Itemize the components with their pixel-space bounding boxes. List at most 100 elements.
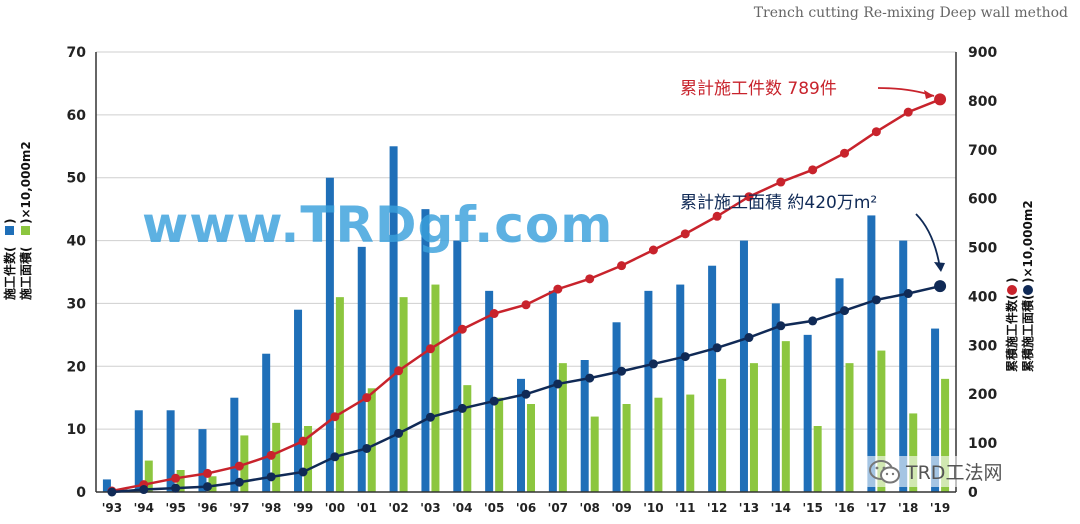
point-cumulative-area	[457, 403, 467, 413]
bar-construction-area	[813, 426, 822, 492]
point-cumulative-count	[744, 192, 754, 202]
right-tick-label: 800	[968, 94, 997, 110]
x-tick-label: '98	[261, 501, 281, 515]
point-cumulative-count	[680, 229, 690, 239]
bar-construction-area	[463, 385, 472, 492]
x-tick-label: '05	[484, 501, 504, 515]
bar-construction-count	[262, 353, 271, 492]
bar-construction-area	[335, 297, 344, 492]
x-tick-label: '14	[771, 501, 791, 515]
x-tick-label: '04	[452, 501, 472, 515]
bar-construction-count	[230, 397, 239, 492]
x-tick-label: '95	[165, 501, 185, 515]
point-cumulative-count	[489, 309, 499, 319]
x-tick-label: '93	[102, 501, 122, 515]
point-cumulative-area	[680, 352, 690, 362]
bar-construction-count	[931, 328, 940, 492]
wechat-logo: TRD工法网	[864, 456, 1007, 487]
left-axis-title: 施工件数() 施工面積()×10,000m2	[2, 141, 33, 300]
bar-construction-count	[325, 177, 334, 492]
point-cumulative-area	[776, 321, 786, 331]
bar-construction-count	[102, 479, 111, 492]
bar-construction-area	[558, 363, 567, 492]
right-tick-label: 900	[968, 45, 997, 61]
x-tick-label: '15	[802, 501, 822, 515]
x-tick-label: '97	[229, 501, 249, 515]
x-tick-label: '16	[834, 501, 854, 515]
point-cumulative-area	[840, 306, 850, 316]
right-tick-label: 0	[968, 485, 978, 501]
bar-construction-area	[909, 413, 918, 492]
right-axis-title-line1: 累積施工件数(	[1004, 295, 1019, 373]
x-tick-label: '19	[930, 501, 950, 515]
right-tick-label: 300	[968, 338, 997, 354]
legend-swatch-area	[21, 226, 30, 235]
bar-construction-count	[166, 410, 175, 492]
x-tick-label: '11	[675, 501, 695, 515]
point-cumulative-area	[585, 373, 595, 383]
annotation-cumulative-area: 累計施工面積 約420万m²	[680, 193, 877, 213]
right-tick-label: 200	[968, 387, 997, 403]
watermark: www.TRDgf.com	[142, 196, 614, 254]
left-axis-title-line2: 施工面積(	[18, 247, 33, 301]
left-tick-label: 30	[67, 296, 87, 312]
point-cumulative-area	[744, 333, 754, 343]
point-cumulative-area	[903, 289, 913, 299]
point-cumulative-count	[234, 461, 244, 471]
x-tick-label: '13	[739, 501, 759, 515]
point-cumulative-count	[457, 324, 467, 334]
point-cumulative-count	[330, 412, 340, 422]
point-cumulative-area	[139, 485, 149, 495]
bar-construction-count	[580, 360, 589, 492]
bar-construction-area	[176, 470, 185, 492]
point-cumulative-area	[234, 477, 244, 487]
point-cumulative-area	[489, 396, 499, 406]
right-tick-label: 600	[968, 192, 997, 208]
point-cumulative-count	[776, 177, 786, 187]
bar-construction-area	[590, 416, 599, 492]
point-cumulative-count	[171, 473, 181, 483]
bar-construction-area	[495, 397, 504, 492]
left-axis-title-line1-end: )	[3, 219, 17, 224]
annotation-arrowhead-count	[924, 90, 934, 99]
x-tick-label: '08	[580, 501, 600, 515]
point-cumulative-area	[330, 452, 340, 462]
point-cumulative-area	[171, 483, 181, 493]
bar-construction-area	[622, 404, 631, 492]
right-tick-label: 100	[968, 436, 997, 452]
x-tick-label: '99	[293, 501, 313, 515]
right-tick-label: 500	[968, 241, 997, 257]
bar-construction-count	[517, 378, 525, 492]
point-cumulative-area	[362, 443, 372, 453]
point-cumulative-count	[394, 366, 404, 376]
point-cumulative-count	[712, 211, 722, 221]
point-cumulative-area	[425, 412, 435, 422]
x-tick-label: '18	[898, 501, 918, 515]
bar-construction-count	[644, 290, 653, 492]
left-tick-label: 50	[67, 171, 87, 187]
legend-dot-area	[1023, 285, 1033, 295]
bar-construction-count	[198, 429, 207, 492]
bar-construction-area	[941, 378, 950, 492]
annotation-cumulative-count: 累計施工件数 789件	[680, 79, 837, 99]
bar-construction-count	[803, 334, 812, 492]
right-axis-title: 累積施工件数() 累積施工面積()×10,000m2	[1004, 200, 1035, 372]
annotation-arrow-area	[915, 213, 941, 269]
bar-construction-area	[749, 363, 758, 492]
header-title: Trench cutting Re-mixing Deep wall metho…	[753, 5, 1068, 21]
point-cumulative-count	[648, 245, 658, 255]
bar-construction-count	[389, 146, 398, 493]
bar-construction-area	[845, 363, 854, 492]
bar-construction-count	[867, 215, 876, 492]
point-cumulative-area	[553, 379, 563, 389]
point-cumulative-area	[712, 343, 722, 353]
bar-construction-area	[686, 394, 695, 492]
point-cumulative-count	[585, 274, 595, 284]
bar-construction-count	[899, 240, 908, 492]
point-cumulative-area	[394, 428, 404, 438]
right-tick-label: 700	[968, 143, 997, 159]
point-cumulative-count	[425, 344, 435, 354]
bar-construction-count	[485, 290, 494, 492]
logo-text: TRD工法网	[906, 462, 1003, 484]
bar-construction-area	[781, 341, 790, 492]
